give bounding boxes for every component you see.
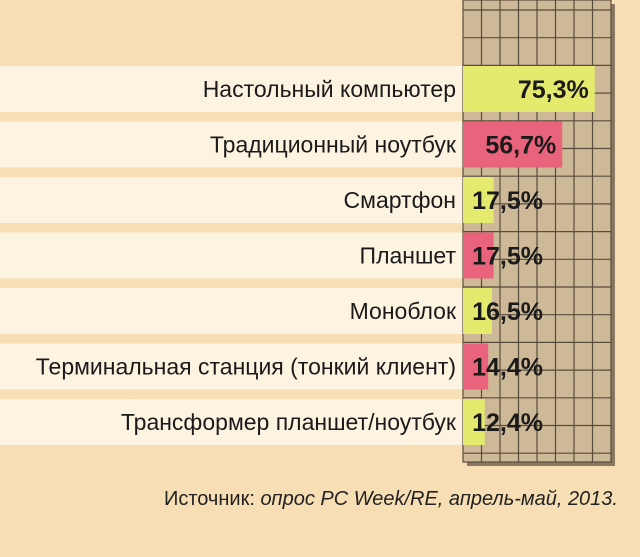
- row-band: [0, 399, 463, 445]
- category-label: Планшет: [360, 243, 457, 269]
- category-label: Терминальная станция (тонкий клиент): [36, 354, 456, 380]
- source-note: Источник: опрос PC Week/RE, апрель-май, …: [164, 488, 618, 511]
- bar: [463, 121, 563, 168]
- bar: [463, 399, 485, 445]
- value-label: 12,4%: [472, 409, 543, 437]
- value-label: 17,5%: [472, 243, 543, 271]
- row-band: [0, 288, 463, 334]
- bar: [463, 343, 489, 390]
- value-label: 14,4%: [472, 354, 543, 382]
- category-label: Трансформер планшет/ноутбук: [121, 409, 457, 435]
- bar: [463, 66, 595, 112]
- value-labels: 75,3% 56,7% 17,5% 17,5% 16,5% 14,4% 12,4%: [472, 76, 589, 437]
- row-band: [0, 343, 463, 390]
- category-label: Моноблок: [350, 298, 457, 324]
- value-label: 17,5%: [472, 187, 543, 215]
- source-text: опрос PC Week/RE, апрель-май, 2013.: [260, 488, 618, 510]
- bar: [463, 177, 494, 223]
- category-label: Смартфон: [344, 187, 456, 213]
- source-label: Источник:: [163, 488, 255, 510]
- row-band: [0, 121, 463, 168]
- row-bands: [0, 66, 463, 445]
- bar: [463, 232, 494, 279]
- bar: [463, 288, 492, 334]
- category-label: Настольный компьютер: [203, 76, 456, 102]
- category-label: Традиционный ноутбук: [210, 132, 457, 158]
- row-band: [0, 232, 463, 279]
- value-label: 75,3%: [518, 76, 589, 104]
- bars: [463, 66, 595, 445]
- category-labels: Настольный компьютер Традиционный ноутбук…: [36, 76, 457, 435]
- chart: Настольный компьютер Традиционный ноутбук…: [0, 0, 615, 466]
- row-band: [0, 66, 463, 112]
- row-band: [0, 177, 463, 223]
- value-label: 56,7%: [485, 132, 556, 160]
- value-label: 16,5%: [472, 298, 543, 326]
